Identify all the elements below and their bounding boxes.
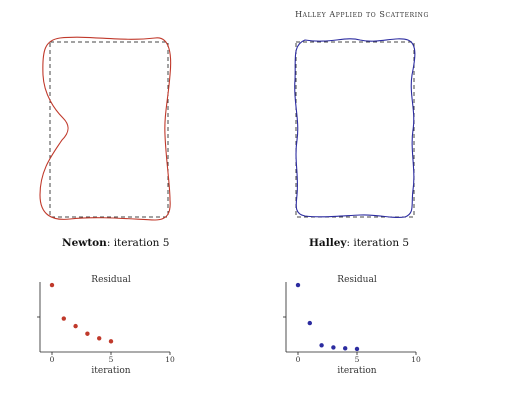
newton-x-axis-label: iteration <box>91 366 130 376</box>
halley-residual-point <box>343 346 348 351</box>
newton-x-tick-label: 10 <box>165 355 175 364</box>
halley-residual-chart: 0 5 10 iteration Residual <box>283 275 421 376</box>
newton-caption: Newton: iteration 5 <box>62 237 169 249</box>
halley-x-axis-label: iteration <box>337 366 376 376</box>
newton-x-tick-label: 0 <box>50 355 55 364</box>
halley-reference-box <box>295 41 415 218</box>
newton-residual-point <box>108 339 114 344</box>
newton-residual-point <box>73 323 78 329</box>
halley-x-tick-label: 10 <box>411 355 421 364</box>
halley-caption: Halley: iteration 5 <box>309 237 409 249</box>
halley-x-tick-label: 5 <box>355 355 360 364</box>
halley-residual-title: Residual <box>337 275 377 285</box>
newton-residual-point <box>97 336 102 341</box>
page-title: Halley Applied to Scattering <box>295 10 429 19</box>
halley-residual-point <box>295 282 301 288</box>
newton-residual-point <box>49 282 55 288</box>
halley-caption-method: Halley <box>309 237 347 249</box>
newton-caption-suffix: : iteration 5 <box>107 237 170 249</box>
newton-residual-point <box>61 316 66 321</box>
halley-caption-suffix: : iteration 5 <box>346 237 409 249</box>
newton-panel: Newton: iteration 5 <box>39 36 172 249</box>
halley-x-tick-label: 0 <box>296 355 301 364</box>
newton-residual-point <box>85 331 90 336</box>
halley-residual-point <box>307 320 312 326</box>
halley-residual-point <box>319 343 324 348</box>
newton-reference-box <box>49 41 169 218</box>
newton-caption-method: Newton <box>62 237 107 249</box>
halley-residual-point <box>354 346 360 352</box>
halley-residual-point <box>331 345 336 350</box>
newton-residual-chart: 0 5 10 iteration Residual <box>37 275 175 376</box>
newton-residual-title: Residual <box>91 275 131 285</box>
newton-x-tick-label: 5 <box>109 355 114 364</box>
halley-curve <box>294 38 416 218</box>
halley-panel: Halley: iteration 5 <box>294 38 416 249</box>
newton-curve <box>39 36 172 221</box>
